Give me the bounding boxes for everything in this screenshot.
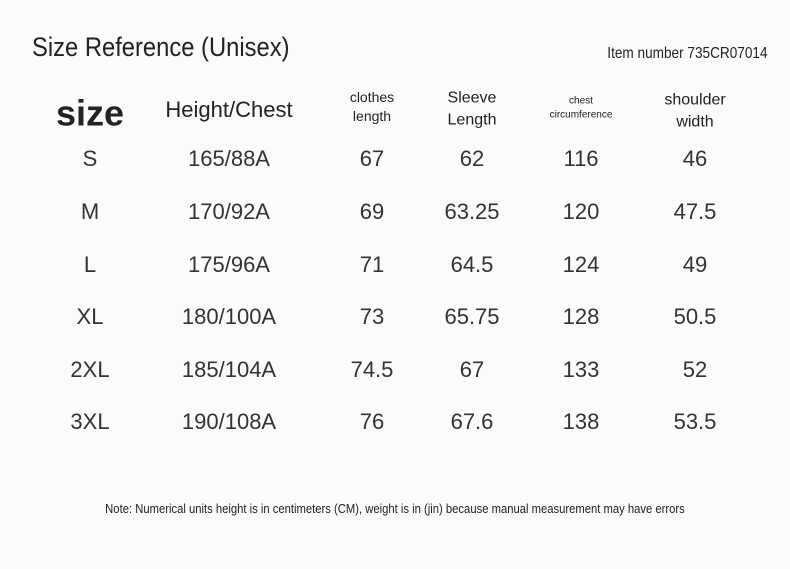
table-cell: 53.5 bbox=[673, 409, 717, 434]
table-cell: 116 bbox=[563, 146, 599, 171]
table-cell: 69 bbox=[359, 199, 385, 224]
table-cell: L bbox=[83, 252, 97, 277]
table-cell: S bbox=[82, 146, 98, 171]
table-cell: 185/104A bbox=[181, 357, 277, 382]
table-cell: 46 bbox=[682, 146, 708, 171]
table-cell: 47.5 bbox=[673, 199, 717, 224]
table-cell: M bbox=[80, 199, 100, 224]
table-cell: 180/100A bbox=[181, 304, 277, 329]
title: Size Reference (Unisex) bbox=[32, 32, 290, 62]
table-cell: 3XL bbox=[70, 409, 110, 434]
table-cell: 124 bbox=[562, 252, 600, 277]
table-cell: 2XL bbox=[70, 357, 110, 382]
column-header: Height/Chest bbox=[165, 97, 293, 123]
table-cell: 76 bbox=[359, 409, 385, 434]
table-cell: 73 bbox=[359, 304, 385, 329]
table-cell: 74.5 bbox=[350, 357, 394, 382]
table-cell: 120 bbox=[562, 199, 600, 224]
column-header: size bbox=[55, 92, 125, 134]
table-cell: XL bbox=[76, 304, 104, 329]
table-cell: 63.25 bbox=[444, 199, 500, 224]
table-cell: 67 bbox=[359, 146, 385, 171]
column-header: chest circumference bbox=[549, 95, 613, 121]
table-cell: 62 bbox=[459, 146, 485, 171]
item-number: Item number 735CR07014 bbox=[607, 45, 768, 62]
table-cell: 71 bbox=[359, 252, 385, 277]
table-cell: 67 bbox=[459, 357, 485, 382]
table-cell: 190/108A bbox=[181, 409, 277, 434]
table-cell: 170/92A bbox=[188, 199, 270, 224]
column-header: clothes length bbox=[349, 89, 395, 124]
table-cell: 64.5 bbox=[450, 252, 494, 277]
note: Note: Numerical units height is in centi… bbox=[105, 502, 685, 516]
table-cell: 50.5 bbox=[673, 304, 717, 329]
table-cell: 165/88A bbox=[188, 146, 270, 171]
table-cell: 128 bbox=[562, 304, 600, 329]
column-header: shoulder width bbox=[664, 91, 726, 130]
table-cell: 138 bbox=[562, 409, 600, 434]
table-cell: 49 bbox=[682, 252, 708, 277]
table-cell: 67.6 bbox=[450, 409, 494, 434]
table-cell: 65.75 bbox=[444, 304, 500, 329]
table-cell: 52 bbox=[682, 357, 708, 382]
table-cell: 133 bbox=[562, 357, 600, 382]
column-header: Sleeve Length bbox=[447, 89, 497, 128]
table-cell: 175/96A bbox=[188, 252, 270, 277]
